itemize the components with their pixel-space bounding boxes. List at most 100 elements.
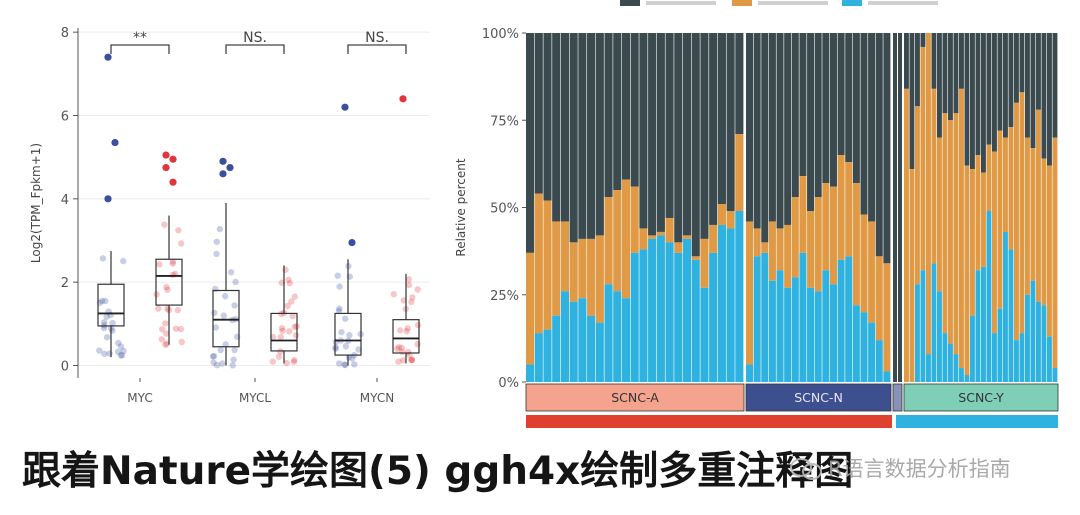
bar-segment <box>552 221 561 316</box>
bar-segment <box>1008 33 1014 128</box>
bar-segment <box>942 33 948 114</box>
bar-segment <box>534 33 543 194</box>
bar-segment <box>1052 33 1058 138</box>
bar-segment <box>784 287 792 382</box>
jitter-point <box>163 340 170 347</box>
bar-segment <box>613 33 622 191</box>
bar-segment <box>682 33 692 236</box>
box <box>97 283 125 327</box>
bar-segment <box>852 183 860 306</box>
bar-segment <box>543 329 552 382</box>
bar-segment <box>630 252 639 382</box>
bar-segment <box>656 33 665 232</box>
jitter-point <box>338 328 345 336</box>
bar-segment <box>964 375 970 382</box>
bar-segment <box>948 120 953 344</box>
bar-segment <box>791 277 799 382</box>
jitter-point <box>163 283 170 291</box>
jitter-point <box>172 325 180 332</box>
jitter-point <box>286 328 293 335</box>
jitter-point <box>100 319 108 326</box>
bar-segment <box>1008 127 1014 250</box>
bar-segment <box>691 33 700 257</box>
bar-segment <box>761 242 769 253</box>
bar-segment <box>875 340 883 382</box>
jitter-point <box>175 227 182 234</box>
bar-segment <box>953 33 959 114</box>
bar-segment <box>630 33 639 187</box>
bar-segment <box>1047 33 1052 166</box>
box <box>212 289 240 348</box>
jitter-point <box>221 292 229 300</box>
jitter-point <box>348 355 356 362</box>
bar-segment <box>746 33 754 222</box>
outlier-point <box>162 163 170 172</box>
bar-segment <box>964 33 970 166</box>
bar-segment <box>1036 33 1041 110</box>
jitter-point <box>403 328 410 335</box>
outlier-point <box>162 151 170 159</box>
bar-segment <box>799 33 807 177</box>
jitter-point <box>408 356 416 364</box>
bar-segment <box>1047 165 1052 337</box>
bar-segment <box>920 33 926 47</box>
bar-segment <box>868 322 876 382</box>
jitter-point <box>395 343 403 351</box>
bar-segment <box>981 172 986 267</box>
outlier-point <box>111 138 119 147</box>
significance-bracket <box>347 44 407 54</box>
jitter-point <box>291 293 298 300</box>
bar-segment <box>526 252 535 365</box>
jitter-point <box>117 352 125 359</box>
legend-swatch <box>732 0 752 6</box>
jitter-point <box>341 361 349 369</box>
jitter-point <box>409 294 416 301</box>
outlier-point <box>226 163 234 172</box>
y-tick-label: 8 <box>61 26 69 41</box>
jitter-point <box>290 358 298 365</box>
bar-segment <box>931 88 937 264</box>
jitter-point <box>106 350 113 357</box>
outlier-point <box>219 157 227 165</box>
bar-segment <box>726 210 735 229</box>
jitter-point <box>408 356 415 364</box>
jitter-point <box>336 283 343 290</box>
jitter-point <box>229 362 236 369</box>
jitter-point <box>332 344 339 351</box>
bar-segment <box>656 231 665 236</box>
jitter-point <box>336 360 343 367</box>
jitter-point <box>209 353 217 360</box>
bar-segment <box>526 33 535 253</box>
jitter-point <box>342 343 350 350</box>
jitter-point <box>231 302 238 309</box>
bar-segment <box>959 33 964 89</box>
bar-segment <box>784 224 792 288</box>
bar-segment <box>829 186 837 285</box>
y-axis-label: Relative percent <box>454 158 468 256</box>
bar-segment <box>791 197 799 278</box>
jitter-point <box>414 321 422 329</box>
jitter-point <box>118 352 126 359</box>
jitter-point <box>96 347 103 354</box>
jitter-point <box>156 261 163 268</box>
jitter-point <box>336 305 343 312</box>
bar-segment <box>975 155 981 271</box>
bar-segment <box>595 322 604 382</box>
bar-segment <box>799 176 807 253</box>
bar-segment <box>814 291 822 382</box>
bar-segment <box>822 33 830 184</box>
bar-segment <box>665 33 674 218</box>
jitter-point <box>155 305 162 312</box>
y-tick-label: 25% <box>490 289 519 304</box>
jitter-point <box>408 356 416 364</box>
jitter-point <box>398 344 405 352</box>
group-strip <box>745 383 892 412</box>
bar-segment <box>560 221 569 292</box>
jitter-point <box>291 323 298 331</box>
y-tick-label: 0 <box>61 360 69 375</box>
jitter-point <box>169 260 176 267</box>
bar-segment <box>942 113 948 334</box>
bar-segment <box>613 190 622 292</box>
bar-segment <box>875 33 883 257</box>
jitter-point <box>279 327 286 335</box>
